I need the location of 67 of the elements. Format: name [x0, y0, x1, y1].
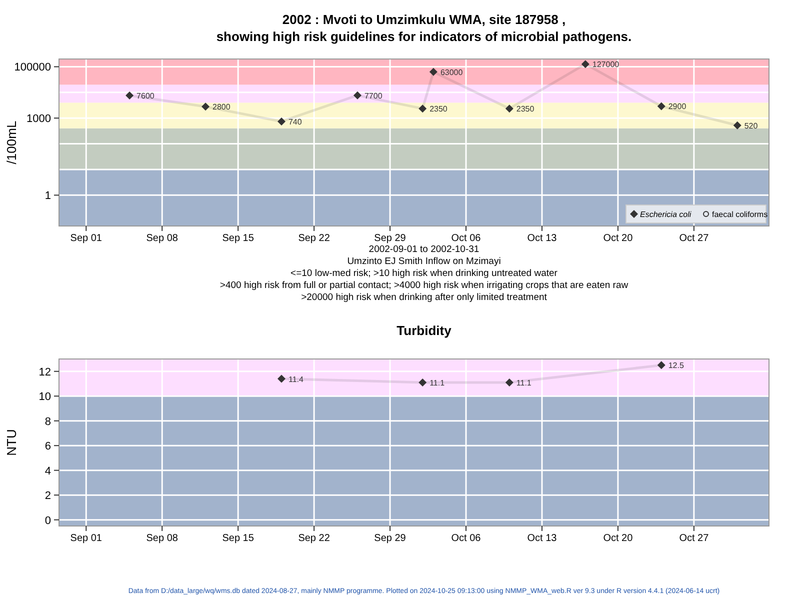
- legend-label: faecal coliforms: [712, 210, 768, 219]
- x-tick-label: Oct 06: [451, 533, 482, 544]
- y-tick-label: 1000: [26, 113, 51, 126]
- text: >400 high risk from full or partial contact; >4000 high risk when irrigating crops that are eaten raw: [220, 280, 628, 291]
- data-label: 11.1: [516, 378, 532, 388]
- data-label: 7600: [136, 91, 155, 100]
- y-tick-label: 2: [44, 490, 51, 502]
- data-label: 520: [744, 121, 758, 130]
- point: [581, 60, 590, 68]
- data-label: 2350: [430, 104, 448, 114]
- data-label: 11.1: [430, 378, 446, 388]
- point: [429, 68, 438, 76]
- point: [277, 117, 286, 126]
- point: [505, 104, 514, 113]
- x-tick-label: Sep 29: [374, 233, 406, 244]
- y-tick-label: 12: [38, 366, 51, 378]
- x-tick-label: Oct 20: [603, 233, 634, 244]
- y-tick-label: 4: [44, 465, 51, 478]
- y-tick-label: 1: [44, 190, 51, 202]
- data-label: 2350: [516, 104, 535, 114]
- point: [733, 121, 742, 130]
- point: [202, 102, 210, 111]
- x-tick-label: Sep 15: [222, 233, 254, 244]
- text: 2002-09-01 to 2002-10-31: [368, 244, 480, 255]
- x-tick-label: Sep 15: [222, 533, 254, 544]
- x-tick-label: Oct 06: [451, 233, 482, 244]
- point: [657, 361, 666, 370]
- chart-title: Turbidity: [396, 323, 452, 338]
- x-tick-label: Sep 22: [298, 233, 330, 244]
- data-label: 2900: [668, 102, 687, 112]
- y-tick-label: 100000: [14, 62, 51, 74]
- y-tick-label: 0: [44, 514, 51, 527]
- x-tick-label: Oct 20: [603, 533, 634, 544]
- point: [418, 104, 427, 113]
- y-tick-label: 6: [44, 440, 51, 453]
- x-tick-label: Sep 22: [298, 533, 330, 544]
- x-tick-label: Sep 08: [146, 533, 178, 544]
- y-axis-title: NTU: [4, 429, 19, 456]
- chart-title: 2002 : Mvoti to Umzimkulu WMA, site 187958 , showing high risk guidelines for indicators of microbial pathogens.: [216, 12, 632, 44]
- y-tick-label: 10: [38, 391, 51, 404]
- x-tick-label: Sep 29: [374, 533, 406, 544]
- data-label: 7700: [364, 91, 383, 100]
- data-label: 127000: [592, 60, 620, 70]
- x-tick-label: Oct 27: [679, 233, 710, 244]
- data-label: 2800: [212, 102, 231, 112]
- y-tick-label: 8: [44, 416, 51, 428]
- x-tick-label: Sep 08: [146, 233, 178, 244]
- text: >20000 high risk when drinking after only limited treatment: [301, 292, 548, 303]
- point: [277, 374, 286, 383]
- x-tick-label: Oct 13: [527, 233, 558, 244]
- data-label: 12.5: [668, 361, 684, 370]
- point: [126, 91, 134, 100]
- data-label: 63000: [440, 68, 464, 77]
- point: [657, 102, 666, 110]
- x-tick-label: Oct 27: [679, 533, 710, 544]
- text: <=10 low-med risk; >10 high risk when drinking untreated water: [290, 268, 558, 279]
- x-tick-label: Sep 01: [70, 233, 102, 244]
- legend-label: Eschericia coli: [640, 210, 692, 219]
- data-label: 740: [288, 117, 302, 126]
- point: [418, 378, 427, 387]
- data-label: 11.4: [288, 374, 304, 384]
- point: [505, 378, 514, 387]
- x-tick-label: Sep 01: [70, 533, 102, 544]
- text: Umzinto EJ Smith Inflow on Mzimayi: [347, 256, 501, 267]
- x-tick-label: Oct 13: [527, 533, 558, 544]
- point: [353, 91, 362, 100]
- y-axis-title: /100mL: [4, 120, 19, 164]
